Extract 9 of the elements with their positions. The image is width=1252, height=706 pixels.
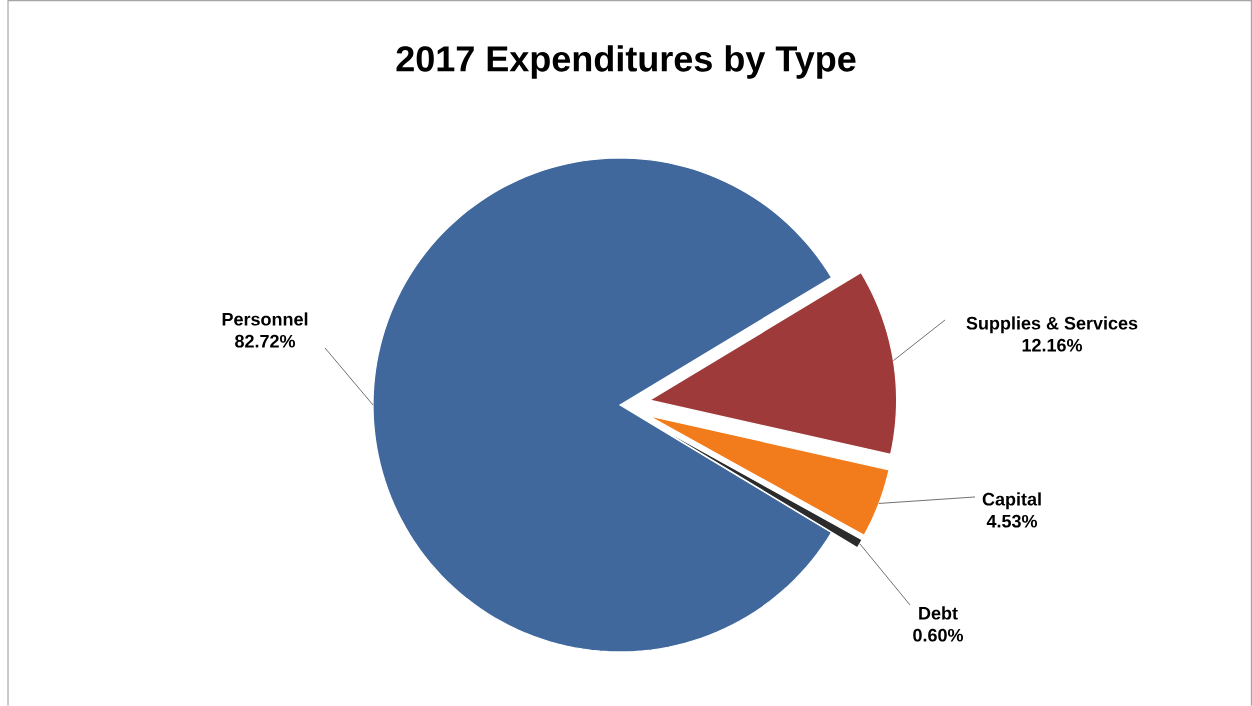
slice-label: Personnel <box>222 312 308 326</box>
slice-label: Supplies & Services <box>966 316 1138 334</box>
slice-label: Capital <box>982 492 1041 510</box>
data-label: 12.16% <box>1022 338 1083 352</box>
data-label: 0.60% <box>913 628 964 642</box>
slice-label: Debt <box>919 606 958 620</box>
chart-title: 2017 Expenditures by Type <box>396 45 856 79</box>
data-label: 4.53% <box>986 514 1038 528</box>
data-label: 82.72% <box>235 334 296 348</box>
